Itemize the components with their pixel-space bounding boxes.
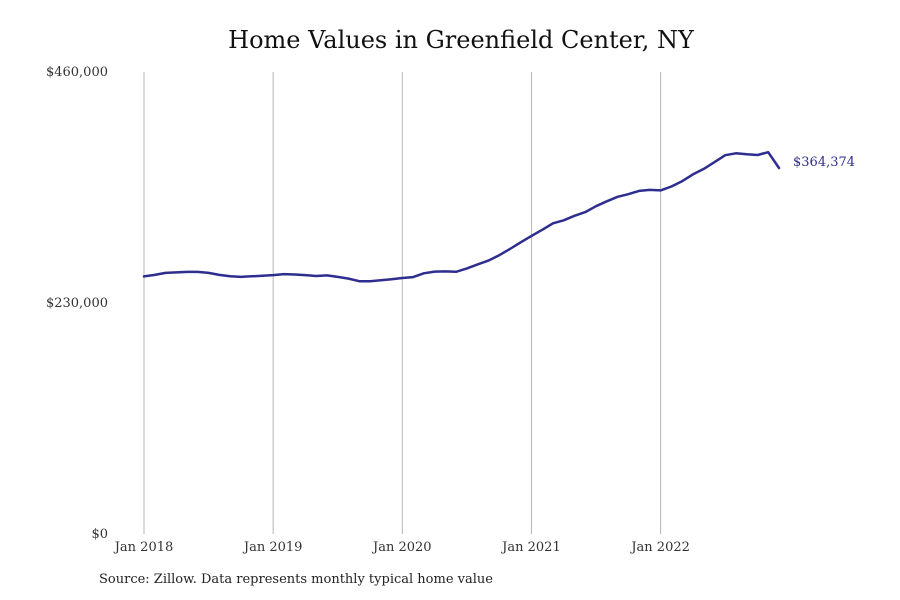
data-point: [692, 173, 694, 175]
x-tick-label: Jan 2018: [113, 540, 174, 555]
data-point: [476, 263, 478, 265]
data-point: [261, 275, 263, 277]
data-point: [283, 273, 285, 275]
data-point: [197, 271, 199, 273]
data-point: [520, 241, 522, 243]
data-point: [304, 274, 306, 276]
data-point: [240, 276, 242, 278]
data-point: [573, 215, 575, 217]
data-point: [294, 273, 296, 275]
x-axis: Jan 2018 Jan 2019 Jan 2020 Jan 2021 Jan 2022: [113, 540, 690, 555]
data-point: [746, 153, 748, 155]
data-point: [380, 279, 382, 281]
data-point: [347, 277, 349, 279]
y-axis: $0 $230,000 $460,000: [46, 65, 108, 542]
end-value-label: $364,374: [793, 155, 855, 170]
data-point: [563, 219, 565, 221]
data-point: [670, 185, 672, 187]
data-point: [143, 275, 145, 277]
data-point: [681, 180, 683, 182]
data-point: [326, 274, 328, 276]
data-point: [509, 248, 511, 250]
data-point: [616, 196, 618, 198]
data-point: [369, 280, 371, 282]
x-tick-label: Jan 2022: [629, 540, 690, 555]
data-point: [584, 211, 586, 213]
data-point: [487, 259, 489, 261]
data-point: [498, 254, 500, 256]
data-point: [649, 189, 651, 191]
data-point: [659, 189, 661, 191]
x-tick-label: Jan 2019: [242, 540, 303, 555]
data-point: [250, 275, 252, 277]
x-tick-label: Jan 2021: [500, 540, 561, 555]
data-point: [627, 193, 629, 195]
data-point: [358, 280, 360, 282]
data-point: [756, 154, 758, 156]
data-point: [703, 168, 705, 170]
x-tick-label: Jan 2020: [371, 540, 432, 555]
data-point: [713, 161, 715, 163]
data-point: [444, 270, 446, 272]
y-tick-label: $230,000: [46, 296, 108, 311]
y-tick-label: $0: [91, 527, 108, 542]
data-point: [315, 275, 317, 277]
data-point: [164, 272, 166, 274]
data-point: [530, 235, 532, 237]
data-point: [412, 276, 414, 278]
data-point: [778, 167, 780, 169]
series-layer: $364,374: [142, 150, 855, 283]
data-point: [175, 271, 177, 273]
source-note: Source: Zillow. Data represents monthly …: [99, 572, 493, 587]
data-point: [724, 154, 726, 156]
data-point: [218, 274, 220, 276]
data-point: [186, 271, 188, 273]
data-point: [606, 200, 608, 202]
data-point: [466, 267, 468, 269]
data-point: [455, 271, 457, 273]
data-point: [390, 278, 392, 280]
data-point: [541, 229, 543, 231]
data-point: [337, 276, 339, 278]
data-point: [207, 272, 209, 274]
y-tick-label: $460,000: [46, 65, 108, 80]
data-point: [229, 275, 231, 277]
data-point: [638, 190, 640, 192]
data-point: [433, 270, 435, 272]
data-point: [552, 222, 554, 224]
grid-layer: [143, 72, 662, 534]
series-line: [142, 150, 781, 283]
data-point: [735, 152, 737, 154]
chart-title: Home Values in Greenfield Center, NY: [228, 26, 694, 54]
data-point: [767, 151, 769, 153]
data-point: [272, 274, 274, 276]
data-point: [154, 274, 156, 276]
data-point: [423, 272, 425, 274]
data-point: [595, 205, 597, 207]
data-point: [401, 277, 403, 279]
